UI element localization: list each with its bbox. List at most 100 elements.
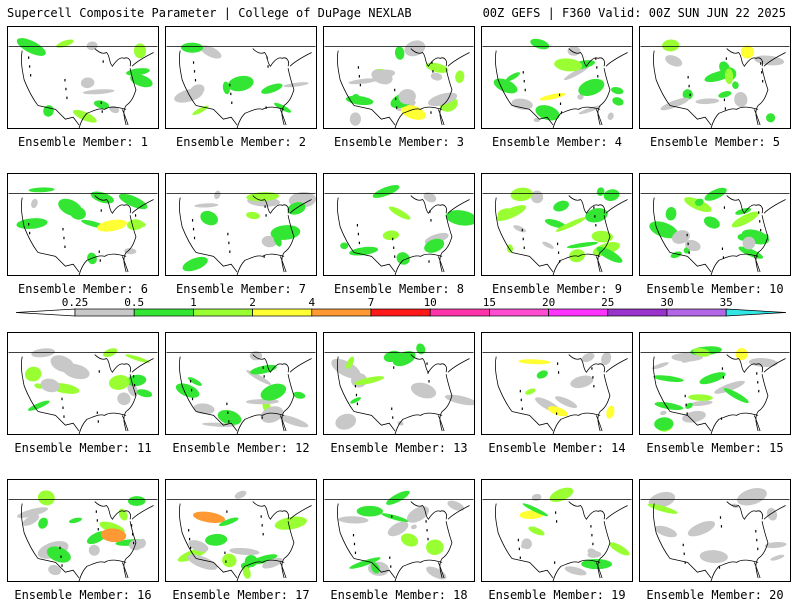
map-boundary-line xyxy=(568,501,605,520)
map-detail-mark xyxy=(264,205,266,208)
map-boundary-line xyxy=(410,354,447,373)
map-detail-mark xyxy=(225,560,227,563)
map-detail-mark xyxy=(261,524,263,527)
scp-contour-region xyxy=(346,356,355,369)
map-detail-mark xyxy=(62,406,64,409)
scp-contour-region xyxy=(518,359,551,365)
scp-contour-region xyxy=(603,189,620,202)
map-detail-mark xyxy=(557,371,560,374)
map-boundary-line xyxy=(410,195,447,214)
map-boundary-line xyxy=(669,558,712,579)
scp-contour-region xyxy=(335,413,357,430)
map-boundary-line xyxy=(179,50,197,106)
map-boundary-line xyxy=(236,412,285,434)
scp-contour-region xyxy=(371,69,396,79)
scp-contour-region xyxy=(383,350,401,363)
scp-contour-region xyxy=(653,375,684,383)
colorbar-tick-label: 35 xyxy=(720,296,733,309)
map-detail-mark xyxy=(132,532,134,536)
page-title: Supercell Composite Parameter | College … xyxy=(7,6,412,20)
map-boundary-line xyxy=(279,562,287,579)
scp-contour-region xyxy=(345,95,374,106)
map-detail-mark xyxy=(131,524,133,527)
scp-contour-region xyxy=(331,358,361,379)
ensemble-member-label: Ensemble Member: 15 xyxy=(646,441,784,455)
map-detail-mark xyxy=(758,211,760,214)
map-boundary-line xyxy=(755,199,786,273)
ensemble-member-map xyxy=(639,479,791,582)
map-detail-mark xyxy=(430,111,432,114)
map-boundary-line xyxy=(726,195,763,214)
ensemble-member-label: Ensemble Member: 2 xyxy=(175,135,307,149)
scp-contour-region xyxy=(410,524,417,530)
map-detail-mark xyxy=(359,83,361,87)
scp-contour-region xyxy=(117,392,131,406)
map-detail-mark xyxy=(722,256,725,259)
scp-contour-region xyxy=(682,410,706,423)
scp-contour-region xyxy=(732,81,739,90)
ensemble-member-map xyxy=(323,26,475,129)
map-detail-mark xyxy=(229,83,231,87)
map-boundary-line xyxy=(511,252,554,273)
ensemble-member-label: Ensemble Member: 6 xyxy=(17,282,149,296)
map-detail-mark xyxy=(426,362,428,365)
map-boundary-line xyxy=(21,197,39,253)
map-boundary-line xyxy=(281,358,312,432)
map-boundary-line xyxy=(710,253,759,275)
map-detail-mark xyxy=(61,564,63,567)
map-boundary-line xyxy=(511,558,554,579)
ensemble-member-label: Ensemble Member: 14 xyxy=(488,441,626,455)
map-boundary-line xyxy=(21,50,39,106)
scp-contour-region xyxy=(555,396,578,409)
scp-contour-region xyxy=(665,206,677,221)
map-boundary-line xyxy=(21,356,39,412)
colorbar-segment xyxy=(548,308,609,317)
scp-contour-region xyxy=(387,521,409,537)
scp-contour-region xyxy=(567,46,581,56)
map-detail-mark xyxy=(396,106,398,109)
scp-contour-region xyxy=(735,347,748,361)
map-detail-mark xyxy=(267,65,269,68)
scp-contour-region xyxy=(37,490,55,506)
colorbar-segment xyxy=(252,308,313,317)
map-boundary-line xyxy=(252,48,289,67)
scp-contour-region xyxy=(174,88,204,103)
map-boundary-line xyxy=(726,48,763,67)
map-detail-mark xyxy=(685,403,687,407)
ensemble-member-label: Ensemble Member: 7 xyxy=(175,282,307,296)
scp-contour-region xyxy=(372,185,400,198)
map-detail-mark xyxy=(97,420,99,423)
map-detail-mark xyxy=(689,93,691,97)
map-detail-mark xyxy=(520,398,522,402)
scp-contour-region xyxy=(261,235,277,248)
scp-contour-region xyxy=(348,78,378,85)
scp-contour-region xyxy=(356,505,383,517)
map-boundary-line xyxy=(595,256,603,273)
colorbar-segment xyxy=(74,308,135,317)
map-canvas xyxy=(324,40,474,128)
scp-contour-region xyxy=(533,117,540,123)
map-detail-mark xyxy=(357,66,359,69)
scp-contour-region xyxy=(200,45,222,59)
map-boundary-line xyxy=(337,50,355,106)
scp-contour-region xyxy=(194,203,219,208)
scp-contour-region xyxy=(205,533,228,546)
scp-contour-region xyxy=(578,105,602,115)
scp-contour-region xyxy=(544,218,566,229)
ensemble-member-label: Ensemble Member: 17 xyxy=(172,588,310,602)
ensemble-member-label: Ensemble Member: 11 xyxy=(14,441,152,455)
ensemble-member-map xyxy=(481,26,633,129)
map-boundary-line xyxy=(37,411,80,432)
ensemble-member-map xyxy=(481,173,633,276)
map-boundary-line xyxy=(595,562,603,579)
scp-contour-region xyxy=(260,383,287,401)
colorbar-segment xyxy=(489,308,549,317)
map-detail-mark xyxy=(756,372,758,375)
scp-contour-region xyxy=(496,205,527,221)
colorbar-segment xyxy=(311,308,372,317)
map-detail-mark xyxy=(684,561,686,564)
scp-contour-region xyxy=(338,516,369,524)
map-boundary-line xyxy=(394,253,443,275)
map-canvas xyxy=(166,42,316,128)
scp-contour-region xyxy=(350,397,361,404)
